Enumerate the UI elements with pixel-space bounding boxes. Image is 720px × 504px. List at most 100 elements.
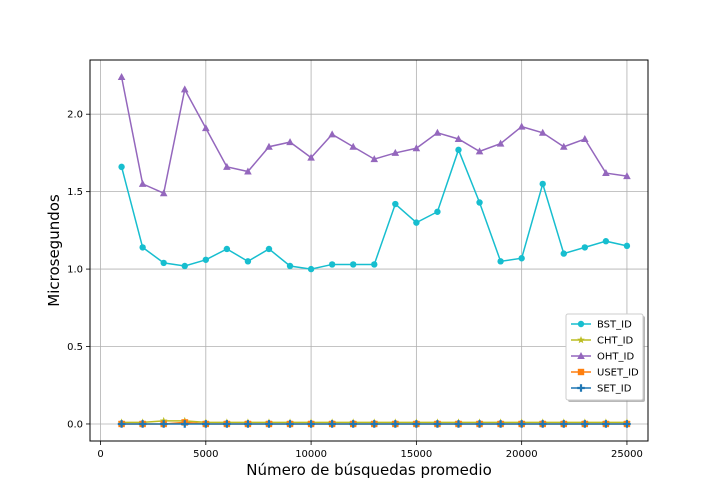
legend: BST_ID CHT_ID OHT_ID USET_ID SET_ID [565, 313, 645, 402]
x-axis: 0 5000 10000 15000 20000 25000 [97, 441, 643, 460]
data-point-set-id [538, 420, 547, 428]
legend-label-oht-id: OHT_ID [597, 352, 634, 363]
data-point-set-id [581, 420, 589, 428]
x-tick-label: 0 [97, 449, 103, 460]
legend-label-cht-id: CHT_ID [597, 336, 634, 347]
data-point-bst-id [118, 163, 125, 171]
data-point-set-id [223, 420, 231, 428]
data-point-set-id [307, 420, 315, 428]
data-point-set-id [496, 420, 505, 428]
data-point-oht-id [223, 162, 231, 170]
data-point-set-id [517, 420, 526, 428]
data-point-oht-id [307, 153, 315, 161]
y-tick-label: 0.0 [67, 419, 83, 430]
data-point-oht-id [559, 142, 568, 150]
data-point-bst-id [160, 259, 167, 267]
y-tick-label: 1.5 [67, 187, 83, 198]
data-point-bst-id [434, 208, 441, 215]
data-point-bst-id [371, 261, 378, 268]
data-point-set-id [433, 420, 442, 428]
data-point-bst-id [623, 242, 631, 250]
data-point-bst-id [413, 219, 420, 226]
data-point-oht-id [496, 139, 505, 147]
data-point-set-id [623, 420, 631, 428]
series-bst-id [118, 146, 631, 273]
data-point-bst-id [455, 146, 462, 154]
data-point-bst-id [202, 256, 210, 263]
data-point-oht-id [117, 73, 126, 81]
data-point-oht-id [349, 142, 358, 150]
data-point-set-id [602, 420, 610, 428]
data-point-set-id [265, 420, 273, 428]
data-point-set-id [117, 420, 126, 428]
data-point-oht-id [538, 128, 547, 136]
y-tick-label: 1.0 [67, 265, 83, 276]
data-point-bst-id [392, 200, 399, 208]
legend-marker-oht-id [577, 352, 585, 359]
legend-label-bst-id: BST_ID [597, 320, 632, 331]
y-tick-label: 2.0 [67, 110, 83, 121]
data-point-oht-id [602, 169, 610, 177]
data-point-bst-id [265, 245, 273, 253]
data-point-bst-id [602, 238, 610, 245]
series-layer [117, 73, 631, 428]
x-tick-label: 10000 [295, 449, 327, 460]
data-point-bst-id [244, 258, 252, 265]
data-point-set-id [412, 420, 421, 428]
data-point-set-id [244, 420, 252, 428]
data-point-oht-id [623, 172, 631, 180]
legend-marker-set-id [577, 384, 585, 392]
x-tick-label: 20000 [506, 449, 538, 460]
data-point-set-id [180, 420, 189, 428]
data-point-bst-id [181, 262, 188, 270]
data-point-set-id [475, 420, 484, 428]
data-point-set-id [370, 420, 379, 428]
legend-marker-bst-id [577, 320, 585, 328]
data-point-set-id [559, 420, 568, 428]
data-point-bst-id [518, 255, 525, 262]
data-point-oht-id [138, 179, 147, 187]
y-tick-label: 0.5 [67, 342, 83, 353]
data-point-set-id [202, 420, 210, 428]
data-point-oht-id [244, 167, 252, 175]
data-point-set-id [328, 420, 336, 428]
series-set-id [117, 420, 631, 428]
data-point-oht-id [328, 130, 336, 138]
data-point-oht-id [475, 147, 484, 155]
data-point-bst-id [350, 261, 357, 268]
data-point-bst-id [560, 250, 567, 257]
plot-frame [89, 59, 649, 442]
data-point-bst-id [476, 199, 483, 206]
data-point-bst-id [286, 262, 294, 270]
data-point-bst-id [223, 245, 231, 253]
legend-label-uset-id: USET_ID [597, 368, 639, 379]
data-point-set-id [391, 420, 400, 428]
legend-box [565, 313, 644, 401]
data-point-oht-id [202, 124, 210, 132]
data-point-set-id [286, 420, 294, 428]
data-point-bst-id [139, 244, 146, 251]
data-point-bst-id [328, 261, 336, 268]
data-point-oht-id [370, 155, 379, 163]
data-point-oht-id [265, 142, 273, 150]
data-point-bst-id [497, 258, 504, 265]
legend-label-set-id: SET_ID [597, 384, 632, 395]
data-point-set-id [138, 420, 147, 428]
x-tick-label: 15000 [400, 449, 432, 460]
y-axis-label: Microsegundos [45, 194, 63, 307]
legend-marker-cht-id [577, 336, 585, 344]
data-point-bst-id [581, 244, 589, 251]
x-tick-label: 25000 [611, 449, 643, 460]
y-axis: 0.0 0.5 1.0 1.5 2.0 [67, 110, 90, 430]
data-point-oht-id [433, 128, 442, 136]
series-oht-id [117, 73, 631, 197]
legend-marker-uset-id [577, 368, 585, 376]
x-tick-label: 5000 [193, 449, 218, 460]
data-point-set-id [159, 420, 168, 428]
data-point-oht-id [412, 144, 421, 152]
data-point-set-id [454, 420, 463, 428]
data-point-oht-id [517, 122, 526, 130]
data-point-oht-id [180, 85, 189, 93]
